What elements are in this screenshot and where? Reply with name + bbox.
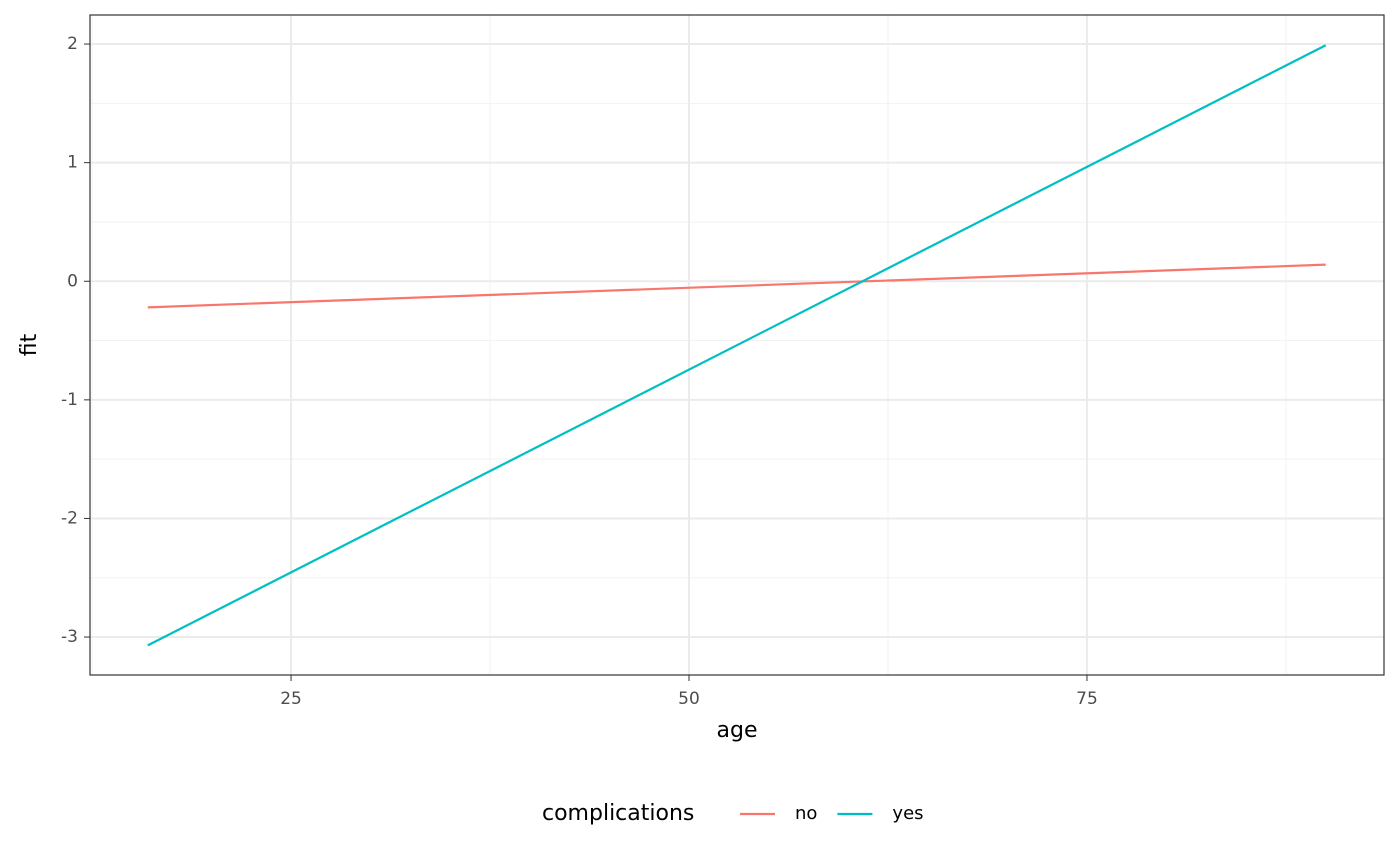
y-tick-label: -3 xyxy=(61,627,78,647)
x-tick-label: 50 xyxy=(678,689,700,709)
legend-label: no xyxy=(795,803,817,824)
y-tick-label: -2 xyxy=(61,508,78,528)
x-tick-label: 25 xyxy=(280,689,302,709)
y-tick-label: 1 xyxy=(67,153,78,173)
line xyxy=(147,263,1326,309)
y-tick-label: 2 xyxy=(67,34,78,54)
line xyxy=(147,44,1327,647)
y-tick-label: -1 xyxy=(61,390,78,410)
y-axis-title: fit xyxy=(17,333,42,356)
x-tick-label: 75 xyxy=(1076,689,1098,709)
y-tick-label: 0 xyxy=(67,271,78,291)
legend-title: complications xyxy=(542,801,694,826)
x-axis-title: age xyxy=(717,718,758,743)
plot-border xyxy=(89,14,1385,676)
legend-label: yes xyxy=(892,803,923,824)
